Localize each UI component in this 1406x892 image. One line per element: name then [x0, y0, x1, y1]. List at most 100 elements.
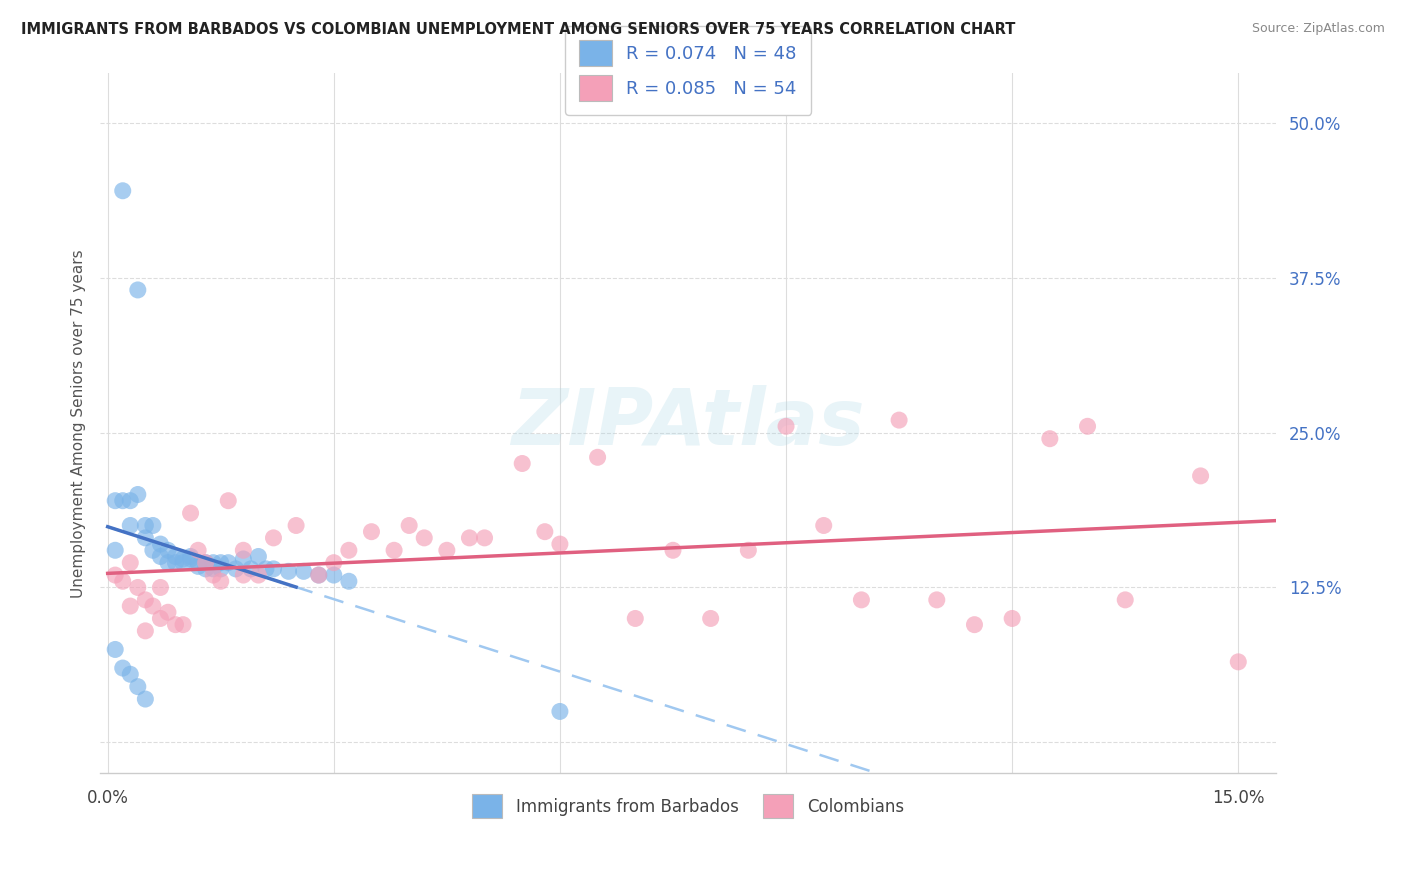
Point — [308, 568, 330, 582]
Point — [254, 562, 277, 576]
Point — [292, 565, 315, 579]
Point — [217, 493, 239, 508]
Point — [232, 568, 254, 582]
Point — [337, 543, 360, 558]
Point — [142, 543, 165, 558]
Point — [737, 543, 759, 558]
Point — [149, 581, 172, 595]
Point — [436, 543, 458, 558]
Point — [548, 705, 571, 719]
Point — [111, 661, 134, 675]
Point — [156, 543, 179, 558]
Point — [217, 556, 239, 570]
Point — [127, 283, 149, 297]
Point — [413, 531, 436, 545]
Point — [963, 617, 986, 632]
Point — [887, 413, 910, 427]
Point — [104, 493, 127, 508]
Point — [194, 556, 217, 570]
Point — [202, 562, 225, 576]
Point — [398, 518, 420, 533]
Point — [548, 537, 571, 551]
Point — [474, 531, 496, 545]
Text: IMMIGRANTS FROM BARBADOS VS COLOMBIAN UNEMPLOYMENT AMONG SENIORS OVER 75 YEARS C: IMMIGRANTS FROM BARBADOS VS COLOMBIAN UN… — [21, 22, 1015, 37]
Point — [149, 537, 172, 551]
Point — [165, 549, 187, 564]
Point — [180, 549, 202, 564]
Point — [172, 552, 194, 566]
Point — [111, 493, 134, 508]
Point — [337, 574, 360, 589]
Point — [247, 549, 270, 564]
Point — [263, 562, 285, 576]
Point — [156, 605, 179, 619]
Text: Source: ZipAtlas.com: Source: ZipAtlas.com — [1251, 22, 1385, 36]
Text: ZIPAtlas: ZIPAtlas — [512, 385, 865, 461]
Point — [247, 568, 270, 582]
Point — [111, 184, 134, 198]
Point — [104, 543, 127, 558]
Point — [180, 552, 202, 566]
Point — [134, 518, 156, 533]
Point — [187, 556, 209, 570]
Point — [1001, 611, 1024, 625]
Point — [134, 624, 156, 638]
Point — [127, 487, 149, 501]
Point — [111, 574, 134, 589]
Point — [104, 642, 127, 657]
Point — [104, 568, 127, 582]
Y-axis label: Unemployment Among Seniors over 75 years: Unemployment Among Seniors over 75 years — [72, 249, 86, 598]
Point — [134, 592, 156, 607]
Point — [202, 568, 225, 582]
Point — [172, 556, 194, 570]
Point — [127, 581, 149, 595]
Point — [149, 549, 172, 564]
Point — [510, 457, 533, 471]
Point — [180, 506, 202, 520]
Point — [187, 543, 209, 558]
Point — [142, 518, 165, 533]
Point — [202, 556, 225, 570]
Point — [458, 531, 481, 545]
Point — [1039, 432, 1062, 446]
Point — [134, 531, 156, 545]
Point — [1227, 655, 1250, 669]
Point — [209, 556, 232, 570]
Point — [699, 611, 721, 625]
Point — [165, 556, 187, 570]
Point — [134, 692, 156, 706]
Point — [165, 617, 187, 632]
Point — [322, 568, 344, 582]
Point — [120, 667, 142, 681]
Point — [360, 524, 382, 539]
Point — [308, 568, 330, 582]
Point — [1114, 592, 1136, 607]
Point — [239, 562, 262, 576]
Point — [1076, 419, 1098, 434]
Point — [586, 450, 609, 465]
Point — [232, 543, 254, 558]
Point — [322, 556, 344, 570]
Point — [925, 592, 948, 607]
Point — [775, 419, 797, 434]
Point — [156, 556, 179, 570]
Point — [232, 552, 254, 566]
Point — [187, 559, 209, 574]
Point — [624, 611, 647, 625]
Point — [120, 556, 142, 570]
Point — [120, 518, 142, 533]
Point — [194, 562, 217, 576]
Point — [263, 531, 285, 545]
Point — [172, 617, 194, 632]
Point — [813, 518, 835, 533]
Point — [534, 524, 557, 539]
Point — [277, 565, 299, 579]
Point — [382, 543, 405, 558]
Point — [194, 556, 217, 570]
Point — [209, 562, 232, 576]
Point — [225, 562, 247, 576]
Point — [120, 493, 142, 508]
Point — [142, 599, 165, 613]
Point — [127, 680, 149, 694]
Point — [285, 518, 308, 533]
